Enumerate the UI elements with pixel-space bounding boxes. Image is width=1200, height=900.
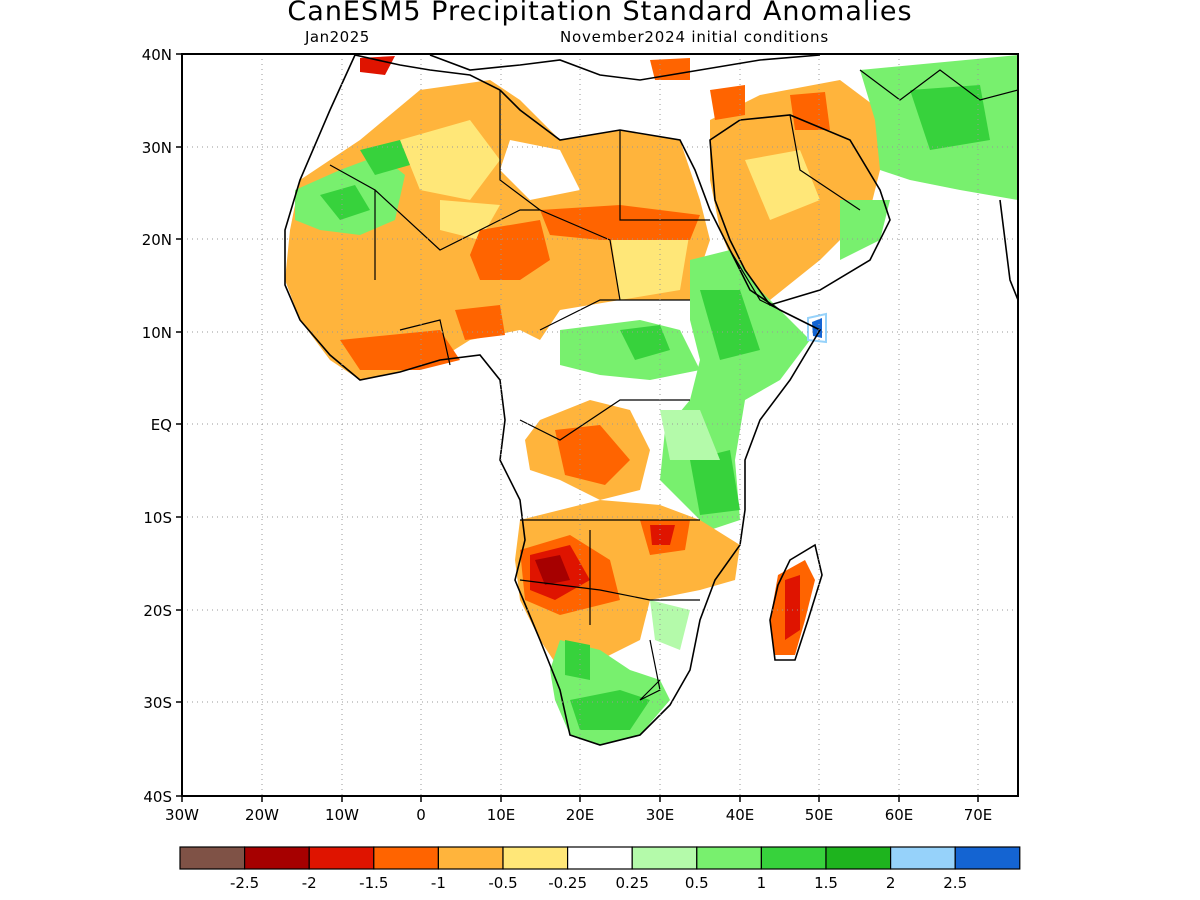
lat-label: 40N <box>142 46 172 64</box>
initial-conditions-label: November2024 initial conditions <box>560 28 829 46</box>
colorbar-swatch <box>760 846 827 870</box>
map-title: CanESM5 Precipitation Standard Anomalies <box>287 0 913 27</box>
colorbar-tick-label: 2.5 <box>943 874 967 892</box>
colorbar-swatch <box>308 846 375 870</box>
colorbar-swatch <box>244 846 310 870</box>
colorbar-tick-label: 1.5 <box>814 874 838 892</box>
colorbar-swatch <box>631 846 698 870</box>
lat-label: 20S <box>143 602 172 620</box>
colorbar-tick-label: 2 <box>886 874 896 892</box>
colorbar-swatch <box>179 846 246 870</box>
colorbar-swatch <box>566 846 633 870</box>
lon-label: 20E <box>566 806 595 824</box>
lon-label: 60E <box>885 806 914 824</box>
lon-label: 40E <box>726 806 755 824</box>
colorbar-swatch <box>437 846 504 870</box>
colorbar-swatch <box>825 846 892 870</box>
colorbar-swatch <box>889 846 956 870</box>
lon-label: 10W <box>325 806 359 824</box>
colorbar-swatch <box>696 846 762 870</box>
colorbar-tick-label: -0.5 <box>488 874 517 892</box>
lat-label: 20N <box>142 231 172 249</box>
gridlines <box>182 54 1018 796</box>
country-borders <box>329 69 1019 701</box>
colorbar-swatch <box>954 846 1021 870</box>
colorbar-tick-label: -2 <box>302 874 317 892</box>
colorbar-tick-label: 0.25 <box>615 874 648 892</box>
lat-label: EQ <box>151 416 172 434</box>
colorbar-tick-label: -1.5 <box>359 874 388 892</box>
colorbar-tick-label: -0.25 <box>548 874 587 892</box>
lat-label: 30N <box>142 139 172 157</box>
lon-label: 50E <box>805 806 834 824</box>
longitude-labels: 30W 20W 10W 0 10E 20E 30E 40E 50E 60E 70… <box>165 806 992 824</box>
colorbar-tick-label: 0.5 <box>685 874 709 892</box>
colorbar-swatch <box>502 846 569 870</box>
map-panel: 40N 30N 20N 10N EQ 10S 20S 30S 40S 30W 2… <box>142 46 1019 824</box>
colorbar-swatch <box>373 846 439 870</box>
lon-label: 20W <box>245 806 279 824</box>
lat-label: 30S <box>143 694 172 712</box>
colorbar-tick-label: -2.5 <box>230 874 259 892</box>
axis-ticks <box>176 53 979 802</box>
colorbar-tick-label: 1 <box>757 874 767 892</box>
colorbar-tick-label: -1 <box>431 874 446 892</box>
latitude-labels: 40N 30N 20N 10N EQ 10S 20S 30S 40S <box>142 46 172 806</box>
lat-label: 40S <box>143 788 172 806</box>
lon-label: 10E <box>487 806 516 824</box>
lon-label: 0 <box>416 806 426 824</box>
lat-label: 10S <box>143 509 172 527</box>
lon-label: 30W <box>165 806 199 824</box>
lon-label: 30E <box>646 806 675 824</box>
forecast-month: Jan2025 <box>305 28 370 46</box>
lon-label: 70E <box>964 806 993 824</box>
map-frame <box>181 53 1019 797</box>
colorbar: -2.5 -2 -1.5 -1 -0.5 -0.25 0.25 0.5 1 1.5 2 2.5 <box>179 846 1021 892</box>
lat-label: 10N <box>142 324 172 342</box>
